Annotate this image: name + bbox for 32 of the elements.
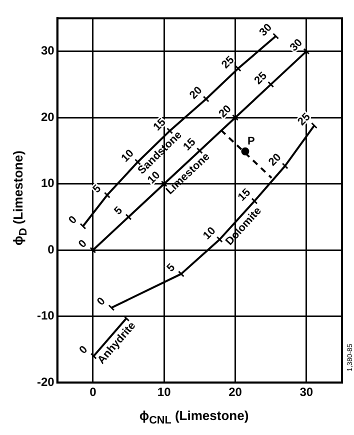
- annotation: 10: [201, 224, 218, 242]
- y-tick-label: -20: [37, 374, 55, 389]
- annotation: 0: [77, 344, 90, 357]
- y-tick-label: 10: [40, 176, 55, 190]
- annotation: 0: [76, 238, 90, 251]
- annotation: 10: [146, 169, 163, 186]
- y-tick-label: 20: [40, 110, 55, 124]
- point: [241, 147, 250, 156]
- annotation: 25: [252, 70, 270, 88]
- annotation: 5: [112, 204, 125, 218]
- annotation: 15: [181, 136, 198, 154]
- x-tick-label: 10: [157, 385, 172, 400]
- annotation: 30: [288, 36, 306, 54]
- x-tick-label: 20: [228, 385, 242, 400]
- annotation: 5: [90, 182, 104, 196]
- y-tick-label: -10: [37, 308, 55, 323]
- annotation: 15: [236, 186, 254, 204]
- annotation: 0: [95, 295, 108, 308]
- series-label: P: [248, 135, 255, 148]
- annotation: 10: [119, 147, 136, 165]
- x-tick-label: 30: [300, 385, 314, 400]
- y-tick-label: 0: [48, 242, 55, 256]
- annotation: 20: [216, 103, 234, 120]
- annotation: 20: [188, 84, 205, 102]
- annotation: 0: [66, 214, 80, 227]
- annotation: 20: [266, 151, 284, 169]
- y-tick-label: 30: [40, 44, 55, 58]
- annotation: 25: [220, 54, 237, 72]
- annotation: 30: [257, 22, 274, 39]
- x-axis-title: ϕ$_{CNL}$ (Limestone): [138, 408, 250, 427]
- annotation: 5: [164, 262, 178, 274]
- x-tick-label: 0: [90, 385, 97, 400]
